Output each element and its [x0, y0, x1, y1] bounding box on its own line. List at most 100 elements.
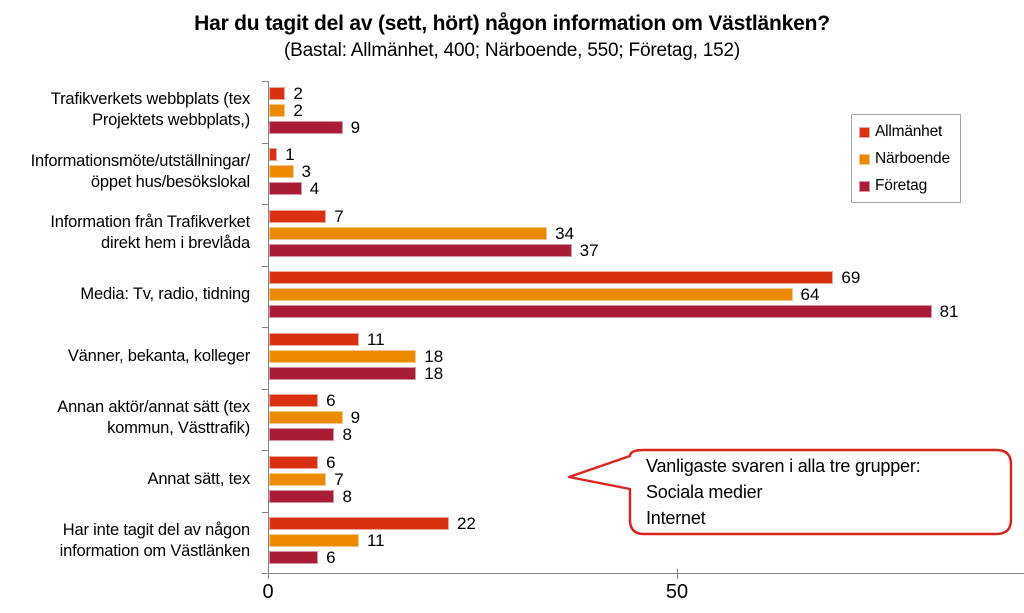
- bar-group: 69 64 81: [269, 268, 1015, 322]
- callout-line: Sociala medier: [646, 482, 763, 502]
- bar-group: 7 34 37: [269, 206, 1015, 261]
- y-axis-tick: [262, 511, 269, 513]
- bar-value-label: 3: [301, 162, 311, 181]
- bar: [269, 455, 319, 469]
- legend-label: Företag: [875, 177, 928, 194]
- bar-group: 11 18 18: [269, 329, 1015, 384]
- bar: [269, 209, 327, 223]
- bar-row: 6: [269, 391, 1015, 410]
- bar-value-label: 69: [841, 268, 861, 287]
- legend-swatch-icon: [859, 180, 870, 192]
- bar-row: 11: [269, 531, 1015, 550]
- bar-value-label: 6: [326, 452, 336, 472]
- y-axis-tick: [262, 327, 269, 328]
- bar: [269, 103, 286, 117]
- bar-value-label: 7: [334, 469, 344, 489]
- bar-value-label: 6: [326, 391, 336, 410]
- y-axis-tick: [262, 81, 269, 82]
- bar-row: 18: [269, 363, 1015, 383]
- x-axis-line: [262, 573, 1024, 574]
- bar: [269, 394, 319, 407]
- bar-row: 2: [269, 100, 1015, 120]
- bar-value-label: 9: [350, 117, 361, 137]
- bar: [269, 120, 343, 134]
- bar-row: 7: [269, 469, 1015, 489]
- bar-value-label: 6: [326, 548, 336, 567]
- bar: [269, 517, 449, 530]
- bar-value-label: 37: [579, 240, 599, 260]
- callout-bubble: Vanligaste svaren i alla tre grupper: So…: [566, 447, 1016, 539]
- bar-value-label: 22: [456, 514, 476, 533]
- bar-row: 37: [269, 240, 1015, 260]
- bar-value-label: 34: [555, 223, 575, 243]
- bar: [269, 288, 793, 301]
- bar-row: 22: [269, 514, 1015, 533]
- callout-line: Vanligaste svaren i alla tre grupper:: [646, 456, 921, 476]
- callout-text: Vanligaste svaren i alla tre grupper: So…: [646, 453, 1004, 531]
- bar: [269, 551, 319, 564]
- bar: [269, 305, 932, 318]
- category-label: Information från Trafikverket direkt hem…: [50, 213, 250, 252]
- bar-value-label: 18: [424, 346, 444, 366]
- bar-row: 2: [269, 85, 1015, 102]
- bar: [269, 182, 302, 195]
- bar: [269, 489, 335, 503]
- plot-area: 2 2 9 1 3 4 7 34 37 69 64 81 11 18 18 6 9 8 6 7 8 22 11 6: [268, 81, 1015, 573]
- bar-value-label: 11: [366, 531, 385, 550]
- bar-value-label: 2: [293, 100, 303, 120]
- bar: [269, 428, 335, 441]
- bar: [269, 332, 359, 346]
- bar-row: 8: [269, 486, 1015, 506]
- bar-value-label: 7: [334, 206, 344, 226]
- x-tick-label: 0: [262, 581, 274, 603]
- callout-line: Internet: [646, 508, 706, 528]
- category-label: Media: Tv, radio, tidning: [80, 285, 250, 303]
- legend-item: Företag: [859, 177, 954, 195]
- bar-value-label: 64: [800, 285, 820, 304]
- bar: [269, 534, 359, 547]
- bar-row: 64: [269, 285, 1015, 304]
- x-tick-label: 50: [665, 581, 689, 603]
- callout-shape: [567, 448, 1013, 536]
- chart-title: Har du tagit del av (sett, hört) någon i…: [194, 12, 830, 35]
- bar: [269, 472, 327, 486]
- legend: Allmänhet Närboende Företag: [851, 114, 961, 203]
- bar-value-label: 8: [342, 425, 352, 444]
- bar: [269, 366, 417, 380]
- bar: [269, 271, 834, 284]
- bar: [269, 349, 417, 363]
- y-axis-tick: [262, 204, 269, 205]
- y-axis-tick: [262, 388, 269, 390]
- category-label: Trafikverkets webbplats (tex Projektets …: [50, 90, 250, 129]
- bar-value-label: 18: [424, 363, 444, 383]
- bar-value-label: 1: [285, 145, 295, 164]
- bar-row: 9: [269, 409, 1015, 426]
- bar: [269, 243, 572, 257]
- bar-row: 3: [269, 162, 1015, 181]
- bar-row: 4: [269, 179, 1015, 198]
- chart-subtitle: (Bastal: Allmänhet, 400; Närboende, 550;…: [283, 40, 741, 61]
- y-axis-tick: [262, 265, 269, 267]
- bar: [269, 86, 286, 100]
- bar: [269, 411, 343, 424]
- bar-group: 22 11 6: [269, 514, 1015, 568]
- bar-row: 11: [269, 329, 1015, 349]
- legend-label: Allmänhet: [875, 123, 943, 140]
- category-label: Annan aktör/annat sätt (tex kommun, Väst…: [57, 397, 250, 437]
- bar-row: 1: [269, 145, 1015, 164]
- bar-value-label: 8: [342, 486, 352, 506]
- bar-row: 7: [269, 206, 1015, 226]
- bar-value-label: 11: [366, 329, 385, 349]
- bar-row: 81: [269, 303, 1015, 320]
- legend-swatch-icon: [859, 153, 870, 165]
- bar-row: 18: [269, 346, 1015, 366]
- bar-value-label: 4: [309, 179, 320, 198]
- legend-item: Allmänhet: [859, 123, 954, 141]
- bar: [269, 226, 548, 240]
- bar-row: 8: [269, 425, 1015, 444]
- category-axis-labels: Trafikverkets webbplats (tex Projektets …: [0, 81, 258, 573]
